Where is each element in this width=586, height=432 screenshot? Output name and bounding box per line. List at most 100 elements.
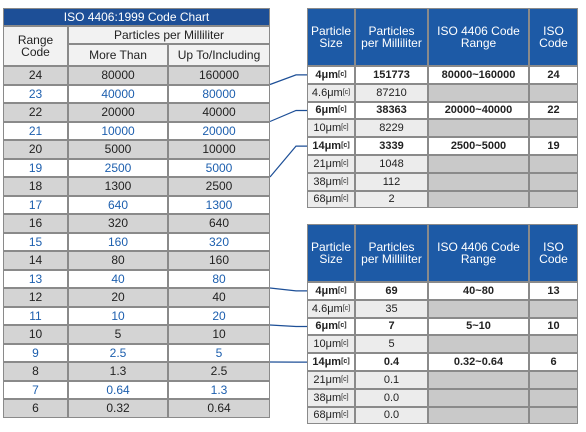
table-cell: 640 (168, 214, 270, 233)
size-cell: 68μm [c] (307, 190, 355, 209)
table-cell: 40000 (168, 103, 270, 122)
table-cell: 15 (3, 232, 68, 251)
table-cell: 17 (3, 195, 68, 214)
empty-cell (529, 388, 578, 407)
code-cell: 22 (529, 101, 578, 120)
count-cell: 112 (355, 172, 428, 191)
table-cell: 19 (3, 158, 68, 177)
table-cell: 0.64 (168, 399, 270, 418)
title: ISO 4406:1999 Code Chart (3, 8, 270, 26)
size: 68μm (313, 193, 342, 206)
size: 4.6μm (311, 302, 343, 315)
size: 10μm (313, 338, 342, 351)
count-cell: 151773 (355, 66, 428, 84)
table-cell: 40 (68, 269, 168, 288)
empty-cell (428, 119, 529, 138)
range-cell: 40~80 (428, 282, 529, 300)
empty-cell (428, 388, 529, 407)
table-cell: 2.5 (68, 343, 168, 362)
size: 14μm (312, 356, 342, 369)
table-cell: 18 (3, 177, 68, 196)
header: Up To/Including (168, 44, 270, 66)
table-cell: 80000 (68, 66, 168, 85)
size: 38μm (313, 175, 342, 188)
count-cell: 8229 (355, 119, 428, 138)
table-cell: 1300 (168, 195, 270, 214)
range-cell: 5~10 (428, 317, 529, 336)
size-cell: 14μm [c] (307, 353, 355, 371)
count-cell: 1048 (355, 155, 428, 173)
table-cell: 11 (3, 306, 68, 325)
code-cell: 19 (529, 137, 578, 155)
empty-cell (428, 406, 529, 425)
size: 10μm (313, 122, 342, 135)
empty-cell (428, 172, 529, 191)
table-cell: 1.3 (168, 380, 270, 399)
size-cell: 4.6μm [c] (307, 83, 355, 102)
table-cell: 2500 (168, 177, 270, 196)
size: 14μm (312, 140, 342, 153)
table-cell: 0.64 (68, 380, 168, 399)
column-header: Particles per Milliliter (355, 8, 428, 66)
empty-cell (529, 335, 578, 354)
table-cell: 40 (168, 288, 270, 307)
table-cell: 20000 (68, 103, 168, 122)
connector-line (269, 287, 307, 292)
size-cell: 4.6μm [c] (307, 299, 355, 318)
table-cell: 10 (3, 325, 68, 344)
count-cell: 7 (355, 317, 428, 336)
size-subscript: [c] (341, 177, 349, 185)
table-cell: 1.3 (68, 362, 168, 381)
table-cell: 80 (68, 251, 168, 270)
range-cell: 0.32~0.64 (428, 353, 529, 371)
size: 68μm (313, 409, 342, 422)
count-cell: 2 (355, 190, 428, 209)
size-subscript: [c] (341, 142, 350, 150)
table-cell: 320 (68, 214, 168, 233)
table-cell: 9 (3, 343, 68, 362)
table-cell: 5 (68, 325, 168, 344)
table-cell: 24 (3, 66, 68, 85)
size-cell: 14μm [c] (307, 137, 355, 155)
column-header: ISO Code (529, 224, 578, 282)
column-header: Particle Size (307, 224, 355, 282)
code-cell: 10 (529, 317, 578, 336)
size-subscript: [c] (341, 358, 350, 366)
empty-cell (428, 299, 529, 318)
table-cell: 1300 (68, 177, 168, 196)
range-cell: 20000~40000 (428, 101, 529, 120)
count-cell: 38363 (355, 101, 428, 120)
empty-cell (428, 371, 529, 389)
count-cell: 3339 (355, 137, 428, 155)
size-cell: 68μm [c] (307, 406, 355, 425)
size-cell: 4μm [c] (307, 66, 355, 84)
size: 38μm (313, 391, 342, 404)
empty-cell (529, 155, 578, 173)
empty-cell (529, 119, 578, 138)
table-cell: 13 (3, 269, 68, 288)
size-subscript: [c] (342, 304, 351, 312)
size-subscript: [c] (338, 322, 347, 330)
size-subscript: [c] (341, 159, 349, 167)
table-cell: 5000 (168, 158, 270, 177)
size-cell: 6μm [c] (307, 317, 355, 336)
table-cell: 14 (3, 251, 68, 270)
count-cell: 0.4 (355, 353, 428, 371)
table-cell: 20 (3, 140, 68, 159)
code-cell: 24 (529, 66, 578, 84)
column-header: Particle Size (307, 8, 355, 66)
connector-line (269, 324, 307, 328)
table-cell: 80 (168, 269, 270, 288)
table-cell: 12 (3, 288, 68, 307)
empty-cell (529, 406, 578, 425)
table-cell: 10 (68, 306, 168, 325)
connector-line (269, 74, 307, 86)
size-subscript: [c] (341, 411, 349, 419)
empty-cell (428, 190, 529, 209)
column-header: Particles per Milliliter (355, 224, 428, 282)
table-cell: 6 (3, 399, 68, 418)
code-cell: 6 (529, 353, 578, 371)
column-header: ISO Code (529, 8, 578, 66)
table-cell: 20 (168, 306, 270, 325)
connector-line (269, 145, 307, 178)
